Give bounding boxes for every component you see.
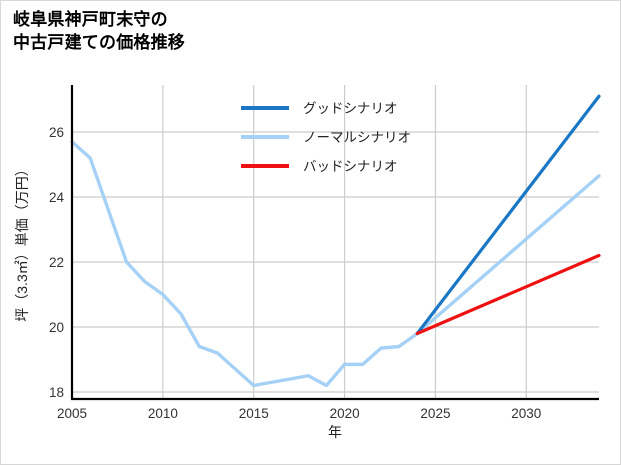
- tick-labels: 18 20 22 24 26 2005 2010 2015 2020 2025 2030: [49, 125, 541, 421]
- axis-lines: [70, 85, 599, 401]
- series-line-normal: [70, 140, 601, 388]
- y-tick-label: 22: [49, 255, 64, 270]
- chart-title-line-2: 中古戸建ての価格推移: [13, 32, 185, 52]
- y-tick-label: 24: [49, 190, 65, 205]
- axis-titles: 年 坪（3.3㎡）単価（万円）: [14, 162, 342, 440]
- y-axis-title: 坪（3.3㎡）単価（万円）: [14, 162, 30, 321]
- gridlines: [71, 85, 599, 399]
- x-tick-label: 2025: [420, 406, 450, 421]
- chart-title-line-1: 岐阜県神戸町末守の: [13, 10, 168, 29]
- x-tick-label: 2010: [148, 406, 178, 421]
- x-tick-label: 2015: [239, 406, 269, 421]
- data-series-layer: [70, 94, 601, 388]
- legend-label: グッドシナリオ: [303, 101, 398, 116]
- x-tick-label: 2030: [511, 406, 541, 421]
- y-tick-label: 26: [49, 125, 64, 140]
- x-tick-label: 2020: [330, 406, 360, 421]
- series-line-bad: [415, 253, 601, 336]
- x-axis-title: 年: [328, 424, 342, 440]
- legend-label: バッドシナリオ: [303, 159, 398, 174]
- x-tick-label: 2005: [57, 406, 87, 421]
- legend-label: ノーマルシナリオ: [303, 130, 411, 145]
- page-title: 岐阜県神戸町末守の 中古戸建ての価格推移: [13, 9, 185, 55]
- y-tick-label: 18: [49, 385, 64, 400]
- y-tick-label: 20: [49, 320, 64, 335]
- series-line-good: [415, 94, 601, 336]
